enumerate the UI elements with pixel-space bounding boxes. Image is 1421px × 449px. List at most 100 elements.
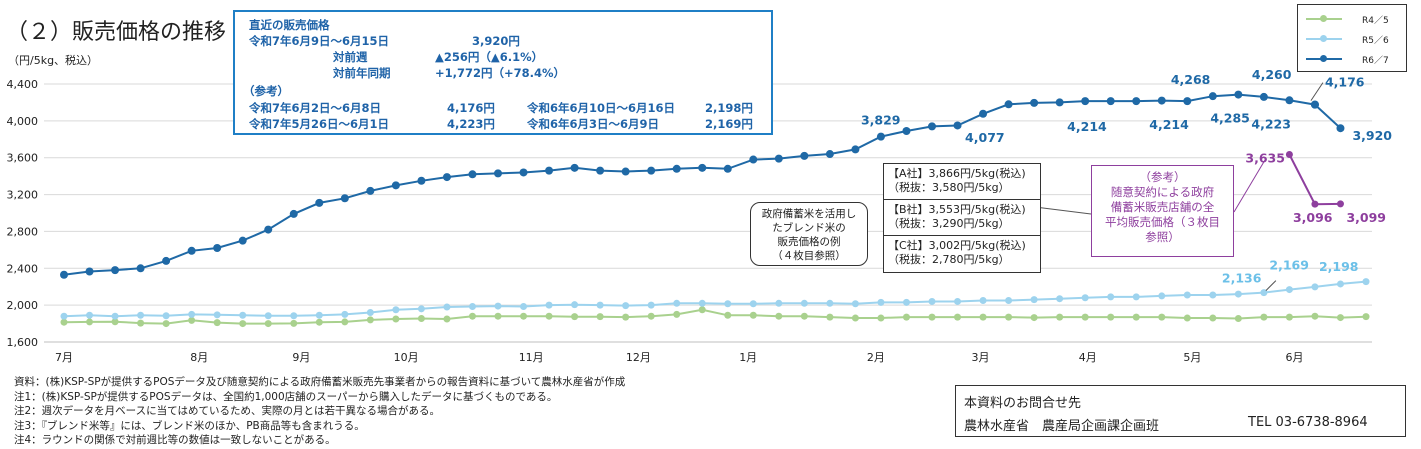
data-point (851, 314, 859, 322)
data-point (723, 164, 732, 173)
data-point (954, 313, 962, 321)
ref-period: 令和7年6月2日～6月8日 (249, 101, 382, 115)
x-tick-label: 4月 (1079, 351, 1097, 364)
data-point (1132, 313, 1140, 321)
data-point (1030, 296, 1038, 304)
data-point (545, 301, 553, 309)
data-point (570, 163, 579, 172)
wow-label: 対前週 (333, 50, 368, 64)
data-point (341, 318, 349, 326)
ref-price: 4,176円 (447, 101, 495, 115)
note-line: 注3：『ブレンド米等』には、ブレンド米のほか、PB商品等も含まれうる。 (14, 419, 365, 432)
data-point (647, 312, 655, 320)
data-point (111, 318, 119, 326)
data-label: 4,214 (1149, 117, 1189, 132)
legend-swatch-marker (1320, 55, 1327, 62)
data-point (1158, 292, 1166, 300)
note-line: 資料：(株)KSP-SPが提供するPOSデータ及び随意契約による政府備蓄米販売先… (14, 376, 626, 388)
series-line (63, 308, 1367, 325)
data-point (545, 166, 554, 175)
data-point (800, 312, 808, 320)
series-line (63, 93, 1316, 276)
data-point (417, 305, 425, 313)
data-point (851, 300, 859, 308)
company-price-cell: 【A社】3,866円/5kg(税込) （税抜：3,580円/5kg） (884, 164, 1040, 200)
yoy-label: 対前年同期 (333, 66, 391, 80)
data-point (1260, 313, 1268, 321)
data-point (1158, 313, 1166, 321)
data-point (213, 319, 221, 327)
data-point (902, 313, 910, 321)
data-point (928, 313, 936, 321)
data-point (519, 168, 528, 177)
data-point (749, 311, 757, 319)
data-point (724, 311, 732, 319)
ref-prev-period: 令和6年6月10日～6月16日 (527, 101, 676, 115)
blend-note-line: 政府備蓄米を活用し (761, 208, 857, 220)
data-point (85, 267, 94, 276)
yoy-value: +1,772円（+78.4%） (435, 66, 566, 80)
reference-box: （参考） 随意契約による政府 備蓄米販売店舗の全 平均販売価格（３枚目 参照） (1091, 165, 1234, 257)
ref-price: 4,223円 (447, 117, 495, 131)
y-tick-label: 2,800 (7, 225, 39, 238)
data-point (1209, 291, 1217, 299)
x-tick-label: 6月 (1286, 351, 1304, 364)
data-point (1336, 200, 1344, 208)
data-point (1234, 90, 1243, 99)
y-axis-unit: （円/5kg、税込） (8, 54, 99, 67)
data-point (494, 302, 502, 310)
data-point (1310, 100, 1319, 109)
data-point (622, 313, 630, 321)
wow-value: ▲256円（▲6.1%） (435, 50, 544, 64)
data-point (953, 121, 962, 130)
data-point (1234, 290, 1242, 298)
data-point (1336, 314, 1344, 322)
ref-prev-period: 令和6年6月3日～6月9日 (527, 117, 660, 131)
data-point (826, 313, 834, 321)
company-price-taxin: 【A社】3,866円/5kg(税込) (888, 167, 1026, 180)
data-point (417, 176, 426, 185)
data-point (443, 315, 451, 323)
data-point (1030, 98, 1039, 107)
note-line: 注2：週次データを月ベースに当てはめているため、実際の月とは若干異なる場合がある… (14, 405, 440, 417)
data-point (1004, 100, 1013, 109)
x-tick-label: 2月 (867, 351, 885, 364)
data-point (1259, 92, 1268, 101)
y-tick-label: 1,600 (7, 336, 39, 349)
data-point (213, 311, 221, 319)
y-tick-label: 3,200 (7, 189, 39, 202)
data-label: 3,920 (1352, 128, 1392, 143)
data-point (1260, 289, 1268, 297)
y-tick-label: 2,000 (7, 299, 39, 312)
data-point (315, 318, 323, 326)
data-point (749, 300, 757, 308)
data-label: 4,214 (1067, 119, 1107, 134)
data-point (315, 311, 323, 319)
data-point (417, 315, 425, 323)
data-point (111, 266, 120, 275)
reference-line: 備蓄米販売店舗の全 (1110, 200, 1215, 214)
x-tick-label: 10月 (394, 351, 419, 364)
data-point (392, 315, 400, 323)
data-point (1055, 98, 1064, 107)
data-point (800, 299, 808, 307)
data-point (1106, 97, 1115, 106)
legend-label: R4／5 (1362, 16, 1389, 26)
data-point (468, 303, 476, 311)
data-point (315, 198, 324, 207)
data-point (162, 312, 170, 320)
data-point (340, 194, 349, 203)
data-point (1183, 97, 1192, 106)
ref-period: 令和7年5月26日～6月1日 (249, 117, 390, 131)
data-label: 2,136 (1222, 271, 1262, 286)
legend-item: R6／7 (1298, 51, 1406, 67)
data-point (596, 313, 604, 321)
latest-price-box: 直近の販売価格 令和7年6月9日～6月15日 3,920円 対前週 ▲256円（… (233, 10, 773, 135)
legend-swatch-marker (1320, 15, 1327, 22)
chart-legend: R4／5 R5／6 R6／7 (1297, 4, 1407, 72)
legend-swatch-marker (1320, 35, 1327, 42)
y-tick-label: 4,000 (7, 115, 39, 128)
data-label: 4,268 (1171, 72, 1211, 87)
data-point (851, 145, 860, 154)
data-point (494, 169, 502, 178)
